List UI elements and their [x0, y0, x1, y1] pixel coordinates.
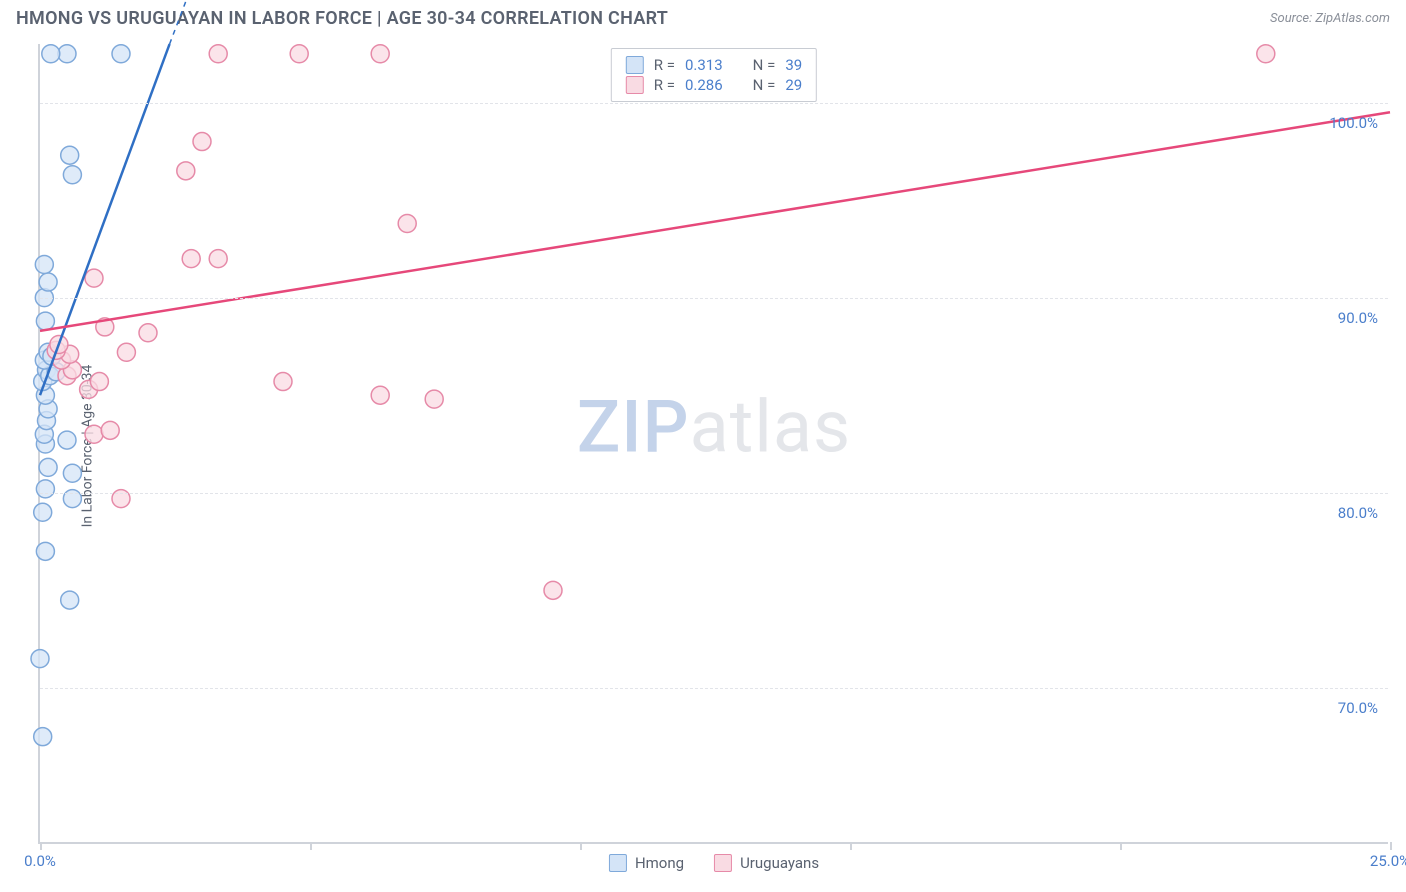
- data-point: [34, 503, 52, 521]
- data-point: [182, 250, 200, 268]
- n-label: N =: [753, 76, 776, 94]
- data-point: [1257, 45, 1275, 63]
- legend-stats: R = 0.313 N = 39 R = 0.286 N = 29: [611, 48, 817, 102]
- y-tick-label: 70.0%: [1338, 699, 1378, 717]
- header: HMONG VS URUGUAYAN IN LABOR FORCE | AGE …: [0, 0, 1406, 33]
- data-point: [85, 425, 103, 443]
- n-label: N =: [753, 56, 776, 74]
- legend-swatch: [626, 76, 644, 94]
- r-value: 0.286: [685, 76, 723, 94]
- data-point: [36, 312, 54, 330]
- data-point: [63, 464, 81, 482]
- gridline: [40, 493, 1388, 494]
- data-point: [36, 480, 54, 498]
- legend-swatch: [609, 854, 627, 872]
- legend-label: Hmong: [635, 854, 684, 872]
- x-tick: [310, 842, 312, 850]
- n-value: 39: [785, 56, 802, 74]
- data-point: [177, 162, 195, 180]
- legend-stat-row: R = 0.286 N = 29: [626, 75, 802, 95]
- data-point: [290, 45, 308, 63]
- data-point: [35, 255, 53, 273]
- data-point: [61, 591, 79, 609]
- trend-line: [40, 44, 170, 395]
- y-tick-label: 90.0%: [1338, 309, 1378, 327]
- data-point: [58, 45, 76, 63]
- x-tick-label: 25.0%: [1370, 852, 1406, 870]
- gridline: [40, 298, 1388, 299]
- x-tick: [40, 842, 42, 850]
- data-point: [39, 273, 57, 291]
- data-point: [90, 373, 108, 391]
- chart-area: ZIPatlas R =0.313N =39R =0.286N =29 Hmon…: [38, 44, 1388, 844]
- chart-title: HMONG VS URUGUAYAN IN LABOR FORCE | AGE …: [16, 8, 668, 29]
- x-tick: [850, 842, 852, 850]
- data-point: [398, 215, 416, 233]
- data-point: [371, 45, 389, 63]
- data-point: [371, 386, 389, 404]
- plot-svg: [40, 44, 1388, 842]
- data-point: [85, 269, 103, 287]
- x-tick: [580, 842, 582, 850]
- data-point: [193, 133, 211, 151]
- legend-swatch: [626, 56, 644, 74]
- legend-stat-row: R = 0.313 N = 39: [626, 55, 802, 75]
- n-value: 29: [785, 76, 802, 94]
- data-point: [63, 166, 81, 184]
- data-point: [34, 728, 52, 746]
- legend-series: Hmong Uruguayans: [609, 854, 819, 872]
- legend-label: Uruguayans: [740, 854, 819, 872]
- x-tick: [1120, 842, 1122, 850]
- r-label: R =: [654, 56, 675, 74]
- data-point: [42, 45, 60, 63]
- data-point: [209, 250, 227, 268]
- data-point: [39, 458, 57, 476]
- data-point: [274, 373, 292, 391]
- r-value: 0.313: [685, 56, 723, 74]
- r-label: R =: [654, 76, 675, 94]
- data-point: [61, 146, 79, 164]
- x-tick-label: 0.0%: [24, 852, 56, 870]
- data-point: [117, 343, 135, 361]
- legend-item: Uruguayans: [714, 854, 819, 872]
- legend-swatch: [714, 854, 732, 872]
- x-tick: [1390, 842, 1392, 850]
- data-point: [112, 45, 130, 63]
- data-point: [101, 421, 119, 439]
- data-point: [139, 324, 157, 342]
- y-tick-label: 80.0%: [1338, 504, 1378, 522]
- data-point: [209, 45, 227, 63]
- source-label: Source: ZipAtlas.com: [1270, 11, 1390, 26]
- data-point: [36, 542, 54, 560]
- y-tick-label: 100.0%: [1329, 114, 1378, 132]
- gridline: [40, 103, 1388, 104]
- data-point: [58, 431, 76, 449]
- data-point: [425, 390, 443, 408]
- data-point: [544, 581, 562, 599]
- gridline: [40, 688, 1388, 689]
- data-point: [31, 650, 49, 668]
- legend-item: Hmong: [609, 854, 684, 872]
